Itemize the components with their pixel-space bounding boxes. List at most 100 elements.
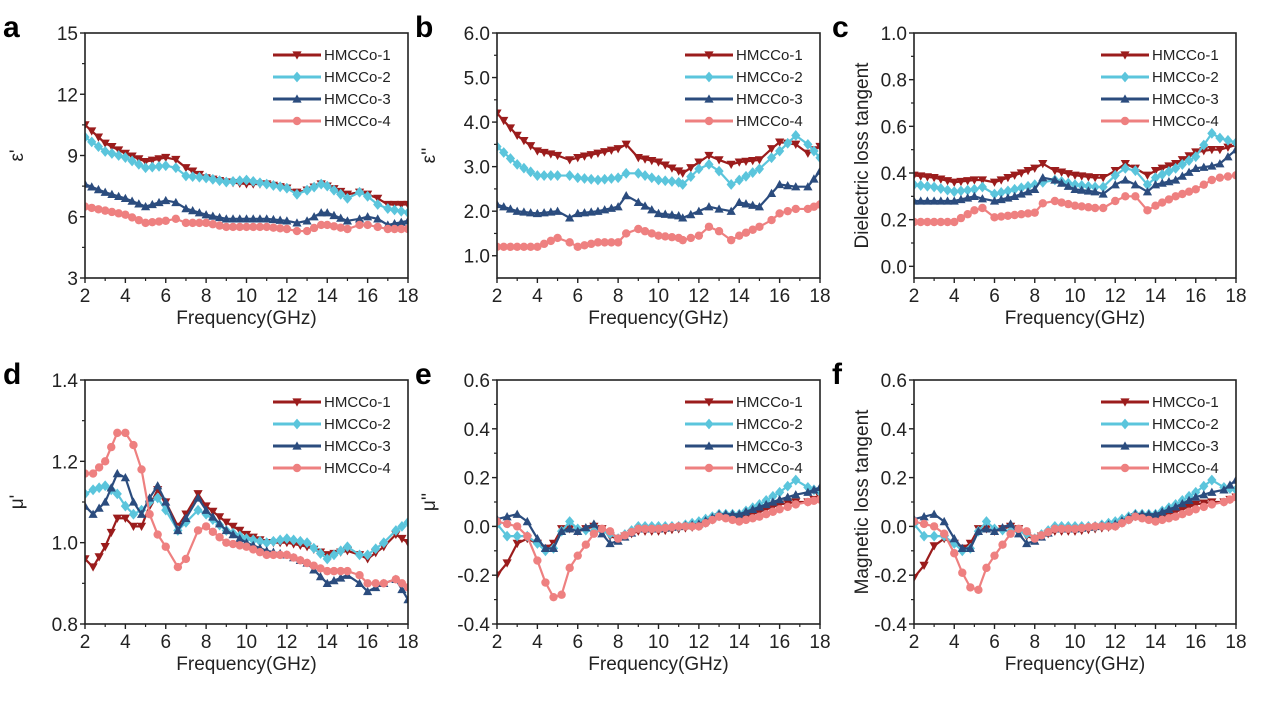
data-point	[171, 197, 181, 207]
data-point	[161, 153, 171, 163]
x-tick-label: 16	[1185, 286, 1206, 307]
data-point	[815, 482, 820, 492]
data-point	[275, 215, 285, 224]
data-point	[322, 208, 332, 217]
data-point	[546, 207, 556, 216]
x-tick-label: 16	[769, 632, 790, 653]
x-tick-label: 10	[648, 286, 669, 307]
data-point	[956, 194, 966, 204]
data-point	[694, 158, 704, 167]
data-point	[963, 184, 973, 196]
data-point	[704, 202, 714, 211]
data-point	[565, 170, 575, 181]
data-point	[981, 516, 992, 527]
data-point	[956, 185, 966, 197]
data-point	[289, 534, 299, 546]
data-point	[512, 159, 522, 170]
data-point	[922, 180, 933, 192]
data-point	[1199, 162, 1209, 171]
data-point	[809, 485, 819, 494]
data-point	[1090, 203, 1100, 213]
plot-area	[85, 428, 408, 604]
data-point	[565, 516, 575, 527]
x-tick-label: 2	[80, 286, 91, 307]
data-point	[235, 175, 245, 187]
data-point	[1010, 183, 1020, 195]
data-point	[613, 202, 623, 211]
y-tick-label: 0.4	[464, 420, 491, 441]
data-point	[552, 151, 563, 161]
data-point	[766, 152, 777, 164]
data-point	[248, 175, 258, 187]
data-point	[791, 182, 801, 191]
data-point	[502, 512, 512, 521]
data-point	[120, 500, 130, 512]
data-point	[573, 208, 583, 218]
data-point	[791, 474, 801, 486]
data-point	[969, 191, 979, 201]
data-point	[929, 217, 939, 227]
data-point	[916, 172, 926, 181]
data-point	[606, 203, 616, 212]
data-point	[268, 535, 279, 547]
data-point	[1003, 173, 1013, 183]
legend-label: HMCCo-4	[736, 460, 803, 477]
data-point	[499, 202, 509, 211]
data-point	[228, 522, 238, 531]
legend-label: HMCCo-3	[736, 438, 803, 455]
x-tick-label: 8	[613, 632, 624, 653]
data-point	[929, 181, 939, 193]
x-tick-label: 2	[80, 632, 91, 653]
x-tick-label: 16	[1185, 632, 1206, 653]
data-point	[791, 500, 800, 509]
data-point	[981, 524, 992, 533]
data-point	[647, 172, 657, 184]
data-point	[721, 514, 730, 523]
legend: HMCCo-1 HMCCo-2 HMCCo-3 HMCCo-4	[273, 394, 391, 477]
data-point	[640, 227, 650, 236]
data-point	[1171, 512, 1180, 521]
data-point	[803, 487, 813, 496]
data-point	[791, 204, 800, 214]
data-point	[532, 208, 542, 218]
data-point	[255, 222, 265, 232]
data-point	[990, 551, 999, 560]
data-point	[686, 171, 696, 183]
y-axis-label: Magnetic loss tangent	[852, 409, 873, 595]
x-tick-label: 6	[989, 632, 1000, 653]
data-point	[127, 196, 137, 205]
data-point	[94, 553, 104, 562]
legend-marker	[704, 398, 714, 407]
data-point	[329, 566, 339, 576]
data-point	[201, 218, 211, 228]
data-point	[1215, 173, 1225, 182]
data-point	[403, 583, 408, 592]
data-point	[734, 197, 744, 206]
data-point	[704, 159, 714, 170]
data-point	[1150, 172, 1161, 184]
data-point	[292, 226, 302, 236]
data-point	[919, 530, 929, 542]
data-point	[255, 547, 265, 557]
data-point	[282, 182, 292, 194]
y-tick-label: 1.2	[52, 452, 78, 473]
data-point	[1158, 515, 1167, 525]
data-point	[403, 200, 408, 210]
data-point	[597, 529, 607, 538]
x-tick-label: 2	[909, 286, 920, 307]
data-point	[1130, 165, 1140, 177]
data-point	[208, 173, 218, 185]
data-point	[989, 178, 1000, 187]
data-point	[741, 515, 751, 525]
data-point	[914, 573, 919, 583]
data-point	[809, 174, 819, 183]
x-tick-label: 10	[1064, 286, 1085, 307]
data-point	[532, 170, 542, 181]
data-point	[1090, 522, 1100, 531]
data-point	[323, 566, 332, 576]
data-point	[766, 188, 777, 198]
y-tick-label: 15	[57, 24, 78, 45]
data-point	[748, 504, 758, 513]
x-tick-label: 6	[160, 632, 171, 653]
x-tick-label: 4	[532, 286, 543, 307]
